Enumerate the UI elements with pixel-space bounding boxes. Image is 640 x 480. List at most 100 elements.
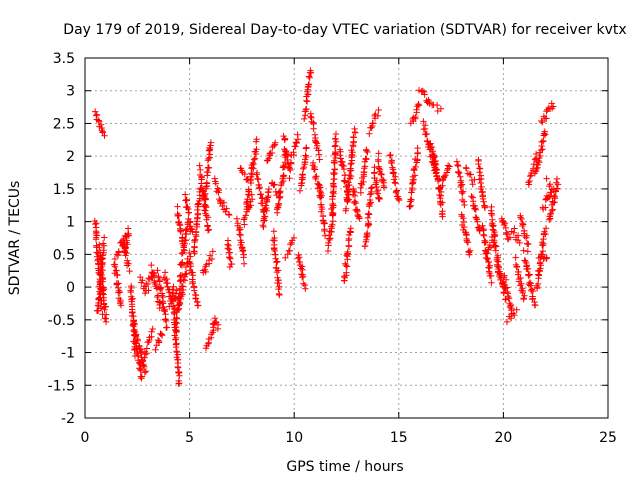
data-point xyxy=(111,255,119,263)
data-point xyxy=(99,267,106,274)
x-axis-label: GPS time / hours xyxy=(286,459,403,475)
data-point xyxy=(219,202,226,210)
data-point xyxy=(277,181,285,189)
data-point xyxy=(143,345,150,352)
data-point xyxy=(375,106,382,114)
data-point xyxy=(439,199,446,206)
data-point xyxy=(331,151,338,159)
data-point xyxy=(241,170,248,178)
data-point xyxy=(253,136,260,143)
data-point xyxy=(270,181,277,189)
data-point xyxy=(513,306,520,313)
x-tick-label: 5 xyxy=(185,430,194,446)
data-point xyxy=(206,252,214,259)
data-point xyxy=(364,229,371,237)
data-point xyxy=(473,214,480,222)
data-point xyxy=(374,112,382,120)
data-point xyxy=(360,178,367,186)
data-point xyxy=(214,185,221,192)
data-point xyxy=(456,169,463,176)
data-point xyxy=(155,273,162,280)
data-point xyxy=(160,274,168,281)
data-point xyxy=(137,349,144,357)
data-point xyxy=(114,252,122,259)
data-point xyxy=(347,172,355,180)
data-point xyxy=(185,209,192,216)
data-point xyxy=(352,200,360,207)
data-point xyxy=(276,291,283,299)
data-point xyxy=(251,155,259,162)
data-point xyxy=(517,274,524,282)
data-point xyxy=(479,222,486,229)
data-point xyxy=(496,271,503,278)
data-point xyxy=(131,326,138,333)
data-point xyxy=(173,348,180,355)
data-point xyxy=(459,189,466,197)
data-point xyxy=(242,212,249,219)
data-point xyxy=(412,113,419,121)
data-point xyxy=(183,204,190,211)
data-point xyxy=(224,245,231,252)
data-point xyxy=(329,217,337,225)
data-point xyxy=(366,130,373,137)
data-point xyxy=(208,255,216,263)
data-point xyxy=(201,196,208,203)
data-point xyxy=(265,155,273,162)
data-point xyxy=(454,161,461,169)
data-point xyxy=(528,286,536,293)
data-point xyxy=(507,302,514,310)
data-point xyxy=(390,169,398,177)
data-points xyxy=(91,67,562,387)
data-point xyxy=(525,272,532,279)
data-point xyxy=(364,214,371,222)
data-point xyxy=(125,230,132,238)
data-point xyxy=(101,234,108,241)
data-point xyxy=(125,260,132,267)
data-point xyxy=(100,300,108,307)
data-point xyxy=(139,277,146,284)
data-point xyxy=(145,287,152,294)
data-point xyxy=(321,219,328,227)
data-point xyxy=(392,173,399,180)
data-point xyxy=(215,189,222,196)
data-point xyxy=(410,176,417,183)
data-point xyxy=(163,324,171,331)
data-point xyxy=(351,125,358,133)
data-point xyxy=(550,199,557,207)
data-point xyxy=(202,268,209,276)
data-point xyxy=(247,179,255,187)
data-point xyxy=(273,259,280,266)
data-point xyxy=(111,261,118,268)
data-point xyxy=(523,232,531,239)
data-point xyxy=(128,284,135,292)
data-point xyxy=(137,366,144,373)
data-point xyxy=(546,181,554,188)
data-point xyxy=(265,185,273,193)
data-point xyxy=(358,181,366,189)
data-point xyxy=(174,363,181,371)
data-point xyxy=(180,276,187,283)
data-point xyxy=(173,315,181,322)
data-point xyxy=(525,179,532,186)
data-point xyxy=(501,281,508,288)
data-point xyxy=(350,134,357,141)
data-point xyxy=(175,212,182,219)
data-point xyxy=(542,204,549,211)
data-point xyxy=(304,98,311,105)
data-point xyxy=(282,254,289,262)
y-tick-label: 0 xyxy=(66,280,75,296)
data-point xyxy=(114,272,121,279)
data-point xyxy=(96,255,104,262)
data-point xyxy=(513,263,520,271)
data-point xyxy=(541,228,548,235)
data-point xyxy=(173,327,180,334)
data-point xyxy=(161,269,169,276)
data-point xyxy=(538,138,545,146)
data-point xyxy=(455,162,462,170)
data-point xyxy=(391,179,399,186)
data-point xyxy=(298,180,305,187)
data-point xyxy=(142,368,150,375)
data-point xyxy=(316,156,323,163)
data-point xyxy=(202,190,209,198)
